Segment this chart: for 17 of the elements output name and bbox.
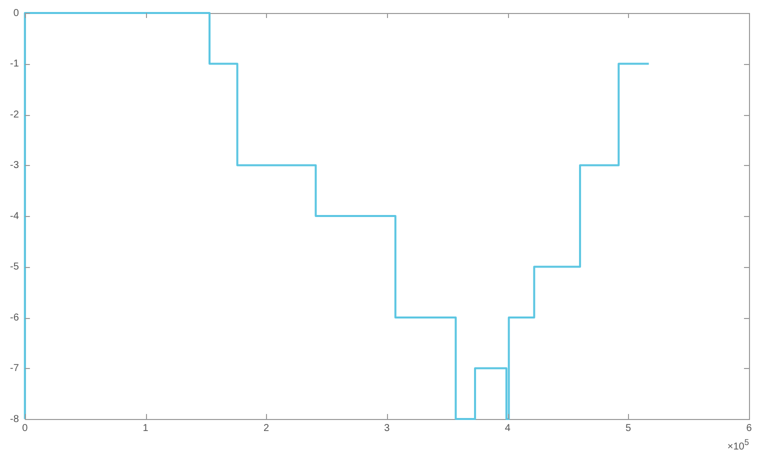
x-tick-label: 6 (746, 422, 752, 434)
y-tick-label: -7 (10, 363, 20, 374)
x-tick-label: 3 (384, 422, 390, 434)
y-tick-label: -3 (10, 160, 20, 171)
y-tick-label: -5 (10, 262, 20, 272)
y-tick-label: -4 (10, 210, 20, 222)
text: ×10$^{5}$ (727, 437, 749, 451)
y-tick-label: 0 (13, 8, 20, 19)
x-tick-label: 1 (142, 422, 149, 434)
y-tick-label: -2 (10, 109, 20, 120)
y-tick-label: -6 (10, 312, 20, 324)
x-tick-label: 0 (22, 422, 28, 434)
x-tick-label: 2 (263, 422, 270, 434)
x-tick-label: 5 (626, 422, 632, 434)
x-tick-label: 4 (504, 422, 511, 434)
y-tick-label: -8 (10, 414, 20, 425)
y-tick-label: -1 (10, 58, 20, 70)
